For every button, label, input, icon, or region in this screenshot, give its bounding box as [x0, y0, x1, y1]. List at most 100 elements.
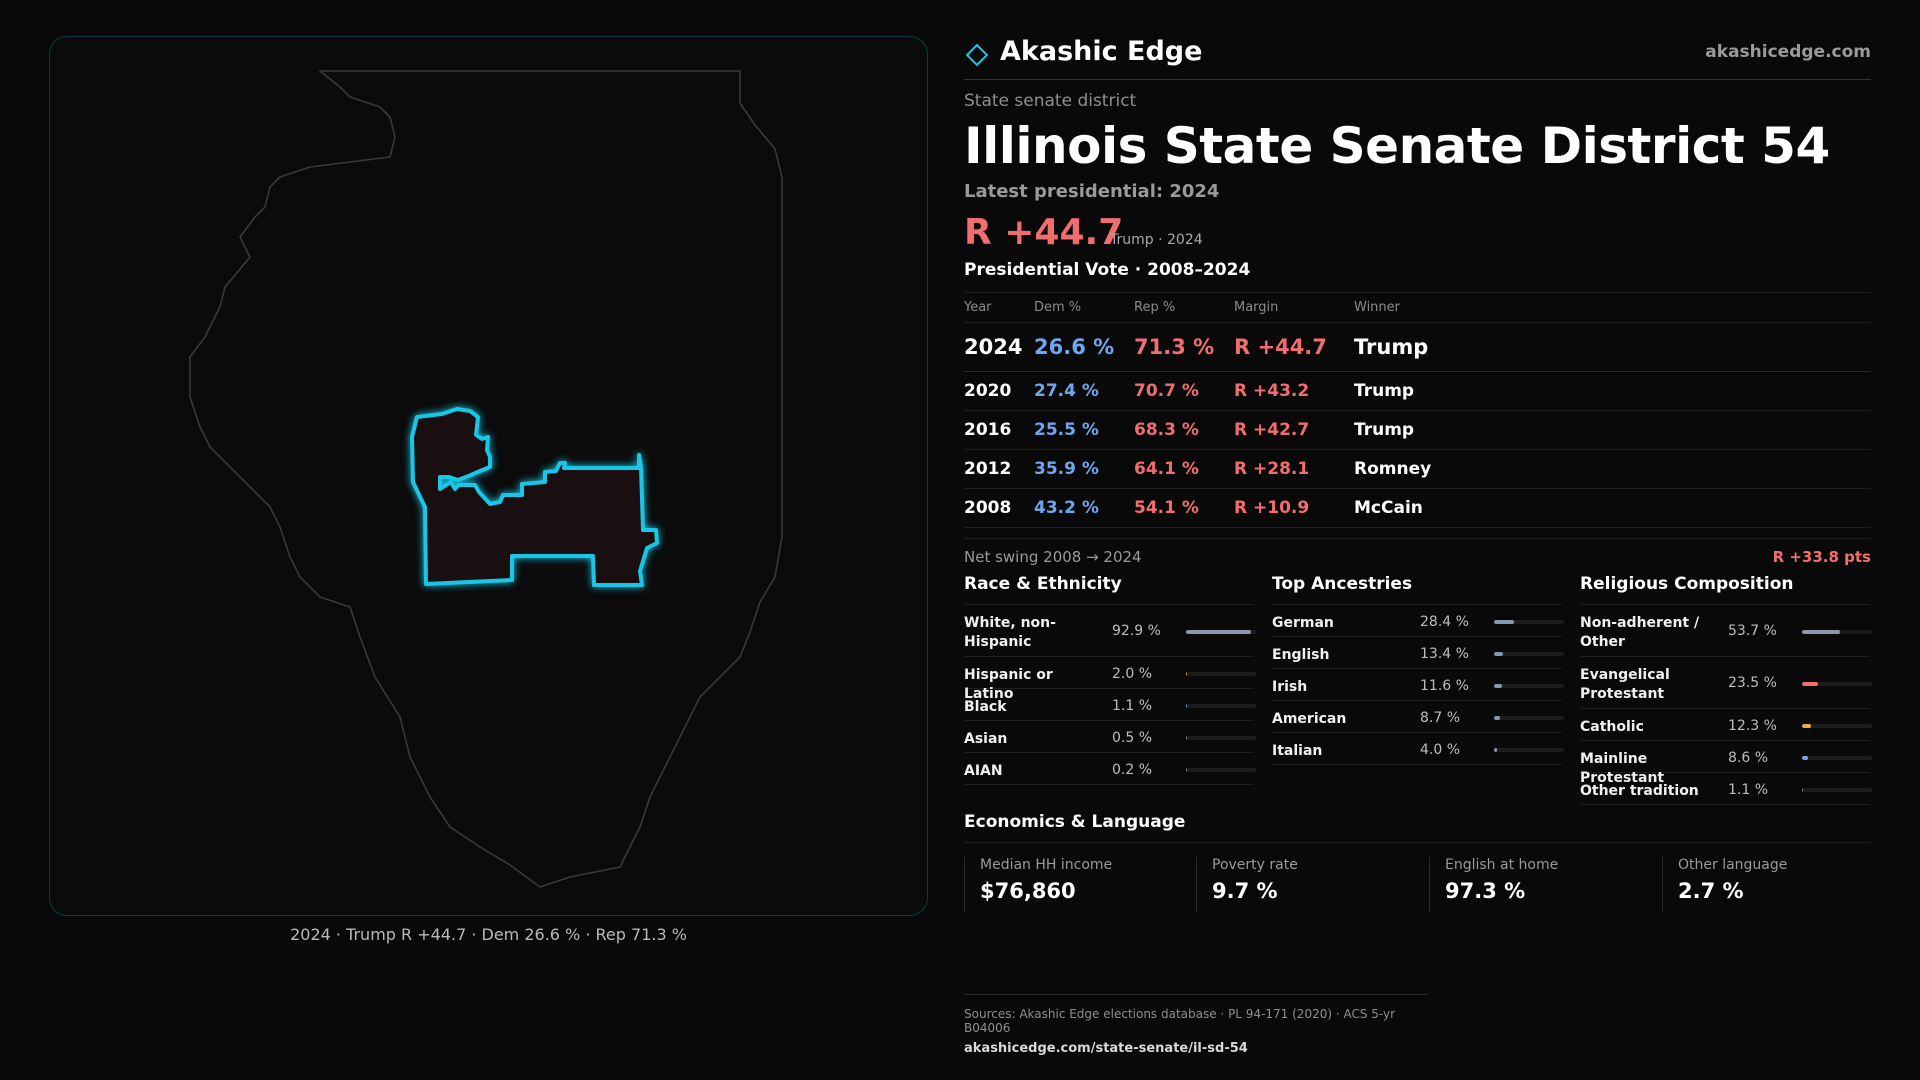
religion-section: Religious Composition Non-adherent / Oth…	[1580, 574, 1872, 805]
cell-rep: 54.1 %	[1134, 488, 1234, 528]
stat-bar-fill	[1494, 620, 1514, 624]
stat-bar-fill	[1802, 756, 1809, 760]
stat-label: Other tradition	[1580, 783, 1699, 799]
stat-bar	[1494, 748, 1564, 752]
demographics: Race & Ethnicity White, non-Hispanic 92.…	[964, 574, 1872, 805]
cell-winner: Trump	[1354, 371, 1871, 411]
swing-value: R +33.8 pts	[1772, 548, 1871, 566]
district-highlight[interactable]	[410, 407, 659, 587]
stat-label: Non-adherent / Other	[1580, 615, 1700, 650]
stat-bar	[1494, 652, 1564, 656]
source-url-link[interactable]: akashicedge.com/state-senate/il-sd-54	[964, 1041, 1248, 1056]
stat-label: AIAN	[964, 763, 1003, 779]
econ-label: English at home	[1445, 857, 1559, 873]
state-outline	[189, 70, 783, 888]
stat-bar-fill	[1494, 748, 1497, 752]
vote-table-title: Presidential Vote · 2008–2024	[964, 260, 1251, 280]
list-item: Asian 0.5 %	[964, 721, 1256, 753]
margin-note: Trump · 2024	[1110, 232, 1203, 248]
stat-bar	[1802, 788, 1872, 792]
col-year: Year	[964, 292, 1034, 323]
cell-dem: 43.2 %	[1034, 488, 1134, 528]
stat-value: 12.3 %	[1728, 718, 1777, 734]
table-row: 2008 43.2 % 54.1 % R +10.9 McCain	[964, 488, 1871, 528]
cell-dem: 27.4 %	[1034, 371, 1134, 411]
stat-value: 92.9 %	[1112, 623, 1161, 639]
race-section: Race & Ethnicity White, non-Hispanic 92.…	[964, 574, 1256, 785]
page-title: Illinois State Senate District 54	[964, 117, 1830, 175]
brand-url-link[interactable]: akashicedge.com	[1705, 42, 1871, 62]
stat-bar-fill	[1494, 716, 1501, 720]
list-item: Evangelical Protestant 23.5 %	[1580, 657, 1872, 709]
stat-value: 2.0 %	[1112, 666, 1153, 682]
swing-label: Net swing 2008 → 2024	[964, 548, 1142, 566]
economics-title: Economics & Language	[964, 812, 1871, 843]
list-item: German 28.4 %	[1272, 605, 1564, 637]
stat-label: White, non-Hispanic	[964, 615, 1056, 650]
detail-panel: Akashic Edge akashicedge.com State senat…	[964, 30, 1872, 919]
stat-label: Irish	[1272, 679, 1308, 695]
list-item: American 8.7 %	[1272, 701, 1564, 733]
stat-bar	[1186, 736, 1256, 740]
stat-bar-fill	[1802, 630, 1840, 634]
stat-value: 13.4 %	[1420, 646, 1469, 662]
cell-margin: R +28.1	[1234, 449, 1354, 489]
cell-margin: R +42.7	[1234, 410, 1354, 450]
econ-value: $76,860	[980, 879, 1076, 903]
brand-header: Akashic Edge akashicedge.com	[964, 30, 1871, 80]
stat-value: 0.2 %	[1112, 762, 1153, 778]
econ-value: 97.3 %	[1445, 879, 1526, 903]
stat-value: 1.1 %	[1728, 782, 1769, 798]
stat-bar-fill	[1494, 684, 1503, 688]
cell-rep: 68.3 %	[1134, 410, 1234, 450]
list-item: White, non-Hispanic 92.9 %	[964, 605, 1256, 657]
map-panel[interactable]	[49, 36, 928, 916]
stat-bar	[1802, 756, 1872, 760]
table-row: 2020 27.4 % 70.7 % R +43.2 Trump	[964, 371, 1871, 411]
list-item: AIAN 0.2 %	[964, 753, 1256, 785]
stat-bar	[1802, 630, 1872, 634]
stat-label: English	[1272, 647, 1330, 663]
stat-bar	[1494, 684, 1564, 688]
list-item: English 13.4 %	[1272, 637, 1564, 669]
map-caption: 2024 · Trump R +44.7 · Dem 26.6 % · Rep …	[290, 925, 687, 944]
stat-bar-fill	[1802, 788, 1804, 792]
cell-margin: R +43.2	[1234, 371, 1354, 411]
stat-bar-fill	[1802, 724, 1811, 728]
econ-label: Median HH income	[980, 857, 1113, 873]
brand-name: Akashic Edge	[1000, 36, 1203, 67]
list-item: Hispanic or Latino 2.0 %	[964, 657, 1256, 702]
stat-label: American	[1272, 711, 1347, 727]
cell-year: 2008	[964, 488, 1034, 528]
list-item: Italian 4.0 %	[1272, 733, 1564, 765]
stat-bar	[1494, 620, 1564, 624]
state-map	[189, 70, 783, 888]
list-item: Mainline Protestant 8.6 %	[1580, 741, 1872, 786]
stat-bar	[1494, 716, 1564, 720]
econ-card-other-language: Other language 2.7 %	[1662, 857, 1862, 913]
col-dem: Dem %	[1034, 292, 1134, 323]
cell-rep: 71.3 %	[1134, 322, 1234, 372]
table-header-row: Year Dem % Rep % Margin Winner	[964, 292, 1871, 323]
cell-winner: Trump	[1354, 322, 1871, 372]
cell-margin: R +10.9	[1234, 488, 1354, 528]
stat-label: Asian	[964, 731, 1008, 747]
table-row: 2024 26.6 % 71.3 % R +44.7 Trump	[964, 322, 1871, 372]
stat-value: 8.6 %	[1728, 750, 1769, 766]
stat-label: Hispanic or Latino	[964, 667, 1053, 702]
table-row: 2016 25.5 % 68.3 % R +42.7 Trump	[964, 410, 1871, 450]
sources-footer: Sources: Akashic Edge elections database…	[964, 994, 1428, 1056]
stat-label: Italian	[1272, 743, 1323, 759]
margin-value: R +44.7	[964, 212, 1124, 253]
list-item: Catholic 12.3 %	[1580, 709, 1872, 741]
stat-label: Black	[964, 699, 1007, 715]
district-kicker: State senate district	[964, 91, 1137, 111]
ancestry-section: Top Ancestries German 28.4 % English 13.…	[1272, 574, 1564, 765]
stat-value: 28.4 %	[1420, 614, 1469, 630]
cell-year: 2016	[964, 410, 1034, 450]
stat-bar	[1186, 630, 1256, 634]
diamond-logo-icon	[966, 44, 988, 66]
stat-bar	[1802, 724, 1872, 728]
stat-value: 0.5 %	[1112, 730, 1153, 746]
stat-value: 8.7 %	[1420, 710, 1461, 726]
